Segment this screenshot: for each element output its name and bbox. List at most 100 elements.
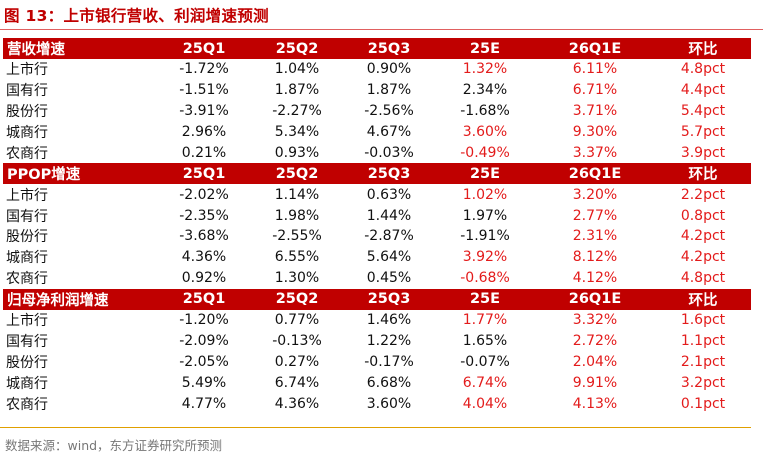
table-cell: 0.8pct xyxy=(680,207,726,224)
table-cell: -1.72% xyxy=(179,61,229,78)
table-cell: 0.27% xyxy=(274,353,320,370)
table-cell: 4.13% xyxy=(572,395,618,412)
table-cell: 6.55% xyxy=(274,249,320,266)
table-cell: 4.2pct xyxy=(680,228,726,245)
table-cell: -0.13% xyxy=(272,332,322,349)
table-cell: 9.30% xyxy=(572,124,618,140)
table-cell: 1.04% xyxy=(274,61,320,78)
column-header: 环比 xyxy=(688,42,718,58)
column-header: 26Q1E xyxy=(568,165,622,182)
table-cell: 2.31% xyxy=(572,228,618,245)
row-label: 城商行 xyxy=(6,375,48,392)
section-label: PPOP增速 xyxy=(7,167,81,184)
section-header-row: PPOP增速 25Q1 25Q2 25Q3 25E 26Q1E 环比 xyxy=(3,163,751,185)
table-cell: -2.35% xyxy=(179,207,229,224)
table-cell: 4.8pct xyxy=(680,270,726,287)
table-cell: 4.77% xyxy=(181,395,227,412)
forecast-table: 营收增速 25Q1 25Q2 25Q3 25E 26Q1E 环比上市行 -1.72% 1.04%… xyxy=(3,38,751,414)
table-cell: 2.34% xyxy=(462,82,508,99)
title-divider xyxy=(0,29,763,30)
table-row: 股份行 -3.91% -2.27% -2.56% -1.68% 3.71% 5.4pct xyxy=(3,101,751,122)
table-cell: 0.21% xyxy=(181,144,227,161)
table-cell: 1.1pct xyxy=(680,332,726,349)
table-cell: -2.87% xyxy=(364,228,414,245)
column-header: 25Q2 xyxy=(275,165,319,182)
table-cell: 6.71% xyxy=(572,82,618,99)
table-cell: 3.32% xyxy=(572,312,618,329)
table-cell: 2.77% xyxy=(572,207,618,224)
column-header: 25Q1 xyxy=(182,40,226,57)
table-cell: -2.55% xyxy=(272,228,322,245)
row-label: 上市行 xyxy=(6,313,48,330)
table-cell: 0.63% xyxy=(366,186,412,203)
table-cell: 5.7pct xyxy=(680,124,726,140)
table-cell: 3.60% xyxy=(366,395,412,412)
table-cell: 0.92% xyxy=(181,270,227,287)
table-row: 国有行 -1.51% 1.87% 1.87% 2.34% 6.71% 4.4pct xyxy=(3,80,751,101)
column-header: 25Q1 xyxy=(182,291,226,308)
table-cell: 2.04% xyxy=(572,353,618,370)
column-header: 26Q1E xyxy=(568,291,622,308)
section-label: 营收增速 xyxy=(7,42,65,58)
row-label: 国有行 xyxy=(6,208,48,225)
row-label: 城商行 xyxy=(6,125,48,141)
table-cell: 1.44% xyxy=(366,207,412,224)
table-cell: 2.2pct xyxy=(680,186,726,203)
table-cell: -0.49% xyxy=(460,144,510,161)
column-header: 25Q3 xyxy=(367,40,411,57)
table-cell: 4.36% xyxy=(181,249,227,266)
column-header: 25Q1 xyxy=(182,165,226,182)
column-header: 25Q2 xyxy=(275,40,319,57)
column-header: 环比 xyxy=(688,292,718,309)
table-cell: 6.74% xyxy=(274,374,320,391)
table-cell: 2.72% xyxy=(572,332,618,349)
table-cell: 5.49% xyxy=(181,374,227,391)
table-cell: -1.20% xyxy=(179,312,229,329)
column-header: 25E xyxy=(469,165,501,182)
table-cell: 4.04% xyxy=(462,395,508,412)
table-row: 上市行 -2.02% 1.14% 0.63% 1.02% 3.20% 2.2pct xyxy=(3,184,751,205)
table-cell: 4.12% xyxy=(572,270,618,287)
row-label: 股份行 xyxy=(6,354,48,371)
table-cell: 4.8pct xyxy=(680,61,726,78)
table-cell: -2.02% xyxy=(179,186,229,203)
table-cell: 4.36% xyxy=(274,395,320,412)
table-cell: 3.2pct xyxy=(680,374,726,391)
table-row: 上市行 -1.20% 0.77% 1.46% 1.77% 3.32% 1.6pct xyxy=(3,310,751,331)
table-cell: 2.96% xyxy=(181,124,227,140)
table-row: 国有行 -2.35% 1.98% 1.44% 1.97% 2.77% 0.8pct xyxy=(3,205,751,226)
column-header: 25Q3 xyxy=(367,165,411,182)
table-cell: 0.93% xyxy=(274,144,320,161)
column-header: 25Q2 xyxy=(275,291,319,308)
table-cell: 8.12% xyxy=(572,249,618,266)
table-cell: 3.60% xyxy=(462,124,508,140)
table-cell: 6.68% xyxy=(366,374,412,391)
row-label: 国有行 xyxy=(6,333,48,350)
table-cell: 3.92% xyxy=(462,249,508,266)
table-cell: -0.17% xyxy=(364,353,414,370)
column-header: 25Q3 xyxy=(367,291,411,308)
source-note: 数据来源：wind，东方证券研究所预测 xyxy=(5,438,223,453)
table-cell: 3.71% xyxy=(572,103,618,120)
table-cell: 1.30% xyxy=(274,270,320,287)
column-header: 25E xyxy=(469,40,501,57)
table-row: 农商行 4.77% 4.36% 3.60% 4.04% 4.13% 0.1pct xyxy=(3,393,751,414)
row-label: 农商行 xyxy=(6,145,48,162)
column-header: 26Q1E xyxy=(568,40,622,57)
row-label: 农商行 xyxy=(6,271,48,288)
table-cell: 2.1pct xyxy=(680,353,726,370)
table-cell: 1.14% xyxy=(274,186,320,203)
table-cell: -1.51% xyxy=(179,82,229,99)
table-row: 股份行 -2.05% 0.27% -0.17% -0.07% 2.04% 2.1pct xyxy=(3,351,751,372)
table-cell: -2.09% xyxy=(179,332,229,349)
table-cell: 0.1pct xyxy=(680,395,726,412)
table-cell: 5.4pct xyxy=(680,103,726,120)
column-header: 环比 xyxy=(688,167,718,184)
table-cell: 1.98% xyxy=(274,207,320,224)
table-cell: 0.90% xyxy=(366,61,412,78)
table-cell: 0.45% xyxy=(366,270,412,287)
table-cell: 1.6pct xyxy=(680,312,726,329)
table-cell: 1.65% xyxy=(462,332,508,349)
table-cell: 3.37% xyxy=(572,144,618,161)
table-row: 农商行 0.21% 0.93% -0.03% -0.49% 3.37% 3.9pct xyxy=(3,142,751,163)
